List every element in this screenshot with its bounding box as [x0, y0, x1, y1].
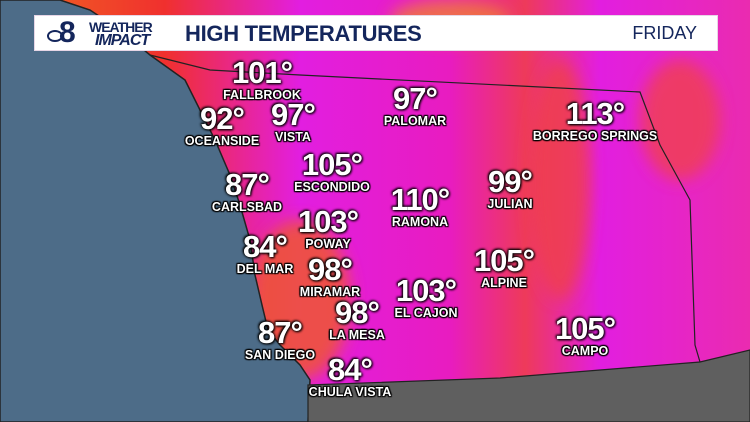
city-label: 110° RAMONA: [390, 182, 450, 229]
city-label: 87° SAN DIEGO: [244, 315, 316, 362]
city-temp: 101°: [231, 55, 293, 90]
city-name: DEL MAR: [236, 262, 294, 276]
city-label: 97° PALOMAR: [383, 81, 447, 128]
city-temp: 97°: [393, 81, 438, 116]
city-label: 84° CHULA VISTA: [308, 352, 392, 399]
station-logo: 8 WEATHER IMPACT: [45, 16, 170, 49]
mexico: [307, 349, 750, 422]
city-name: VISTA: [275, 130, 311, 144]
city-name: PALOMAR: [383, 114, 447, 128]
city-name: LA MESA: [329, 328, 385, 342]
city-label: 97° VISTA: [271, 97, 316, 144]
city-temp: 99°: [488, 164, 533, 199]
forecast-day: FRIDAY: [632, 23, 697, 43]
city-temp: 103°: [297, 204, 359, 239]
city-name: JULIAN: [487, 197, 533, 211]
city-label: 87° CARLSBAD: [211, 167, 283, 214]
city-temp: 87°: [258, 315, 303, 350]
city-temp: 105°: [301, 147, 363, 182]
city-label: 103° EL CAJON: [394, 273, 458, 320]
city-temp: 105°: [473, 243, 535, 278]
city-name: OCEANSIDE: [184, 134, 260, 148]
city-temp: 84°: [243, 229, 288, 264]
city-temp: 113°: [565, 96, 625, 131]
city-name: POWAY: [305, 237, 351, 251]
city-label: 92° OCEANSIDE: [184, 101, 260, 148]
logo-impact: IMPACT: [95, 32, 150, 49]
city-name: EL CAJON: [394, 306, 458, 320]
city-label: 98° MIRAMAR: [299, 252, 361, 299]
city-name: RAMONA: [391, 215, 449, 229]
header-banner: 8 WEATHER IMPACT HIGH TEMPERATURES FRIDA…: [34, 15, 718, 51]
city-label: 101° FALLBROOK: [223, 55, 301, 102]
city-label: 105° ALPINE: [473, 243, 535, 290]
city-name: ESCONDIDO: [294, 180, 370, 194]
city-temp: 84°: [328, 352, 373, 387]
logo-number: 8: [59, 16, 76, 49]
city-name: BORREGO SPRINGS: [532, 129, 658, 143]
page-title: HIGH TEMPERATURES: [185, 21, 422, 46]
city-label: 103° POWAY: [297, 204, 359, 251]
city-label: 105° CAMPO: [554, 311, 616, 358]
city-temp: 98°: [308, 252, 353, 287]
city-label: 105° ESCONDIDO: [294, 147, 370, 194]
city-temp: 92°: [200, 101, 245, 136]
county-border: [149, 54, 701, 363]
cbs-eye-icon: [47, 30, 63, 42]
city-name: CHULA VISTA: [308, 385, 392, 399]
city-name: SAN DIEGO: [244, 348, 316, 362]
city-temp: 98°: [335, 295, 380, 330]
city-label: 113° BORREGO SPRINGS: [532, 96, 658, 143]
city-label: 99° JULIAN: [487, 164, 533, 211]
city-name: CARLSBAD: [211, 200, 283, 214]
city-label: 98° LA MESA: [329, 295, 385, 342]
city-name: ALPINE: [481, 276, 527, 290]
city-label: 84° DEL MAR: [236, 229, 294, 276]
city-name: FALLBROOK: [223, 88, 301, 102]
city-name: MIRAMAR: [299, 285, 361, 299]
city-temp: 97°: [271, 97, 316, 132]
logo-weather: WEATHER: [89, 19, 153, 35]
city-temp: 110°: [390, 182, 450, 217]
city-temp: 87°: [225, 167, 270, 202]
city-temp: 103°: [395, 273, 457, 308]
city-temp: 105°: [554, 311, 616, 346]
city-name: CAMPO: [561, 344, 609, 358]
